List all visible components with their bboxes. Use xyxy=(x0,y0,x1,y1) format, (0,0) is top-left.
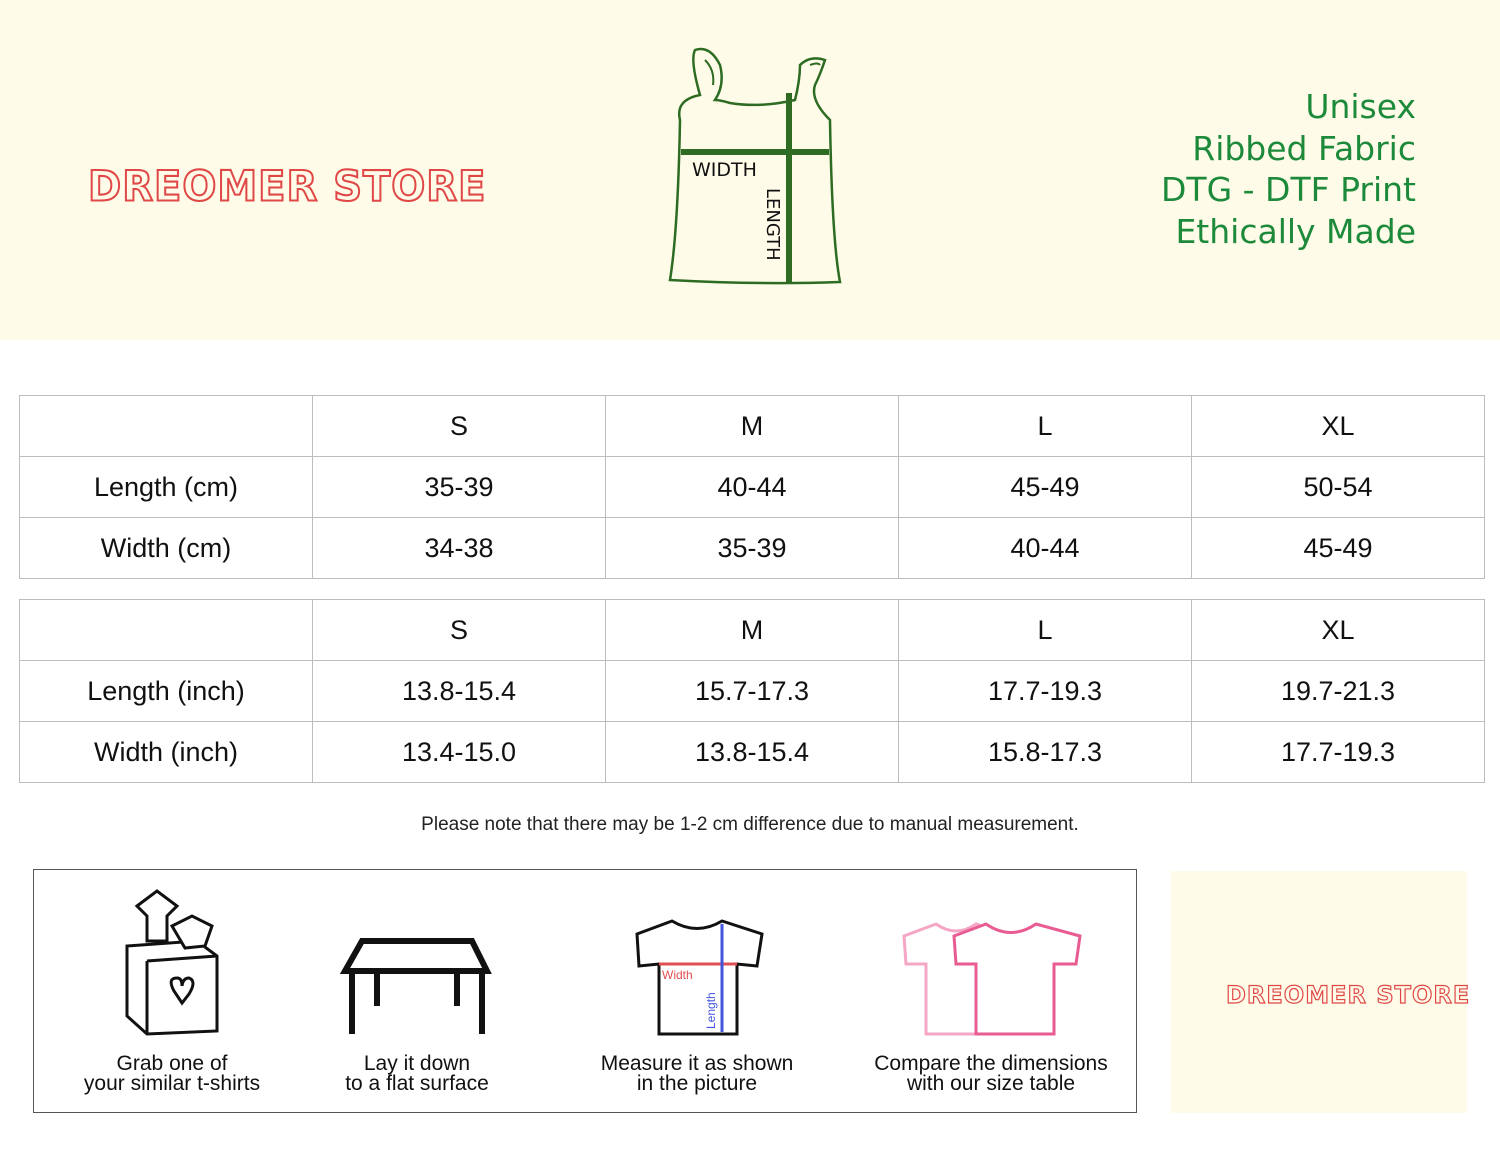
width-line xyxy=(681,149,829,155)
row-label: Length (cm) xyxy=(19,456,313,518)
brand-panel: DREOMER STORE xyxy=(1171,871,1471,1113)
header-cell: XL xyxy=(1191,599,1485,661)
header-cell: S xyxy=(312,599,606,661)
header-cell: L xyxy=(898,599,1192,661)
table-row: Length (inch) 13.8-15.4 15.7-17.3 17.7-1… xyxy=(19,660,1485,722)
header-cell xyxy=(19,599,313,661)
brand-logo-small: DREOMER STORE xyxy=(1225,980,1471,1009)
caption-line: your similar t-shirts xyxy=(83,1072,261,1095)
table-cell: 45-49 xyxy=(898,456,1192,518)
step-caption: Measure it as shown in the picture xyxy=(559,1052,835,1095)
step-lay: Lay it down to a flat surface xyxy=(279,870,555,1114)
table-row: Length (cm) 35-39 40-44 45-49 50-54 xyxy=(19,456,1485,518)
header-cell: XL xyxy=(1191,395,1485,457)
tank-top-diagram: WIDTH LENGTH xyxy=(668,47,842,285)
table-cell: 40-44 xyxy=(898,517,1192,579)
tagline-line: DTG - DTF Print xyxy=(1161,170,1416,209)
table-icon xyxy=(339,938,492,1034)
size-table-cm: S M L XL Length (cm) 35-39 40-44 45-49 5… xyxy=(19,395,1485,579)
header-cell: L xyxy=(898,395,1192,457)
table-cell: 35-39 xyxy=(605,517,899,579)
table-cell: 17.7-19.3 xyxy=(898,660,1192,722)
product-tagline: Unisex Ribbed Fabric DTG - DTF Print Eth… xyxy=(1161,86,1416,252)
tagline-line: Ribbed Fabric xyxy=(1192,128,1416,168)
caption-line: Compare the dimensions xyxy=(874,1052,1108,1075)
table-cell: 45-49 xyxy=(1191,517,1485,579)
step-measure: Width Length Measure it as shown in the p… xyxy=(559,870,835,1114)
table-cell: 50-54 xyxy=(1191,456,1485,518)
tagline-line: Unisex xyxy=(1305,87,1416,126)
table-cell: 19.7-21.3 xyxy=(1191,660,1485,722)
row-label: Length (inch) xyxy=(19,660,313,722)
table-row: Width (cm) 34-38 35-39 40-44 45-49 xyxy=(19,517,1485,579)
table-cell: 15.7-17.3 xyxy=(605,660,899,722)
header-cell: S xyxy=(312,395,606,457)
caption-line: Grab one of xyxy=(116,1052,228,1075)
table-cell: 35-39 xyxy=(312,456,606,518)
table-header-row: S M L XL xyxy=(19,599,1485,661)
table-cell: 13.4-15.0 xyxy=(312,721,606,783)
size-table-inch: S M L XL Length (inch) 13.8-15.4 15.7-17… xyxy=(19,599,1485,783)
width-label: Width xyxy=(662,968,693,982)
table-header-row: S M L XL xyxy=(19,395,1485,457)
width-label: WIDTH xyxy=(692,159,757,181)
measurement-note: Please note that there may be 1-2 cm dif… xyxy=(421,814,1079,835)
length-label: LENGTH xyxy=(762,188,783,261)
header-cell xyxy=(19,395,313,457)
header-cell: M xyxy=(605,395,899,457)
box-of-clothes-icon xyxy=(125,889,219,1036)
measuring-steps: Grab one of your similar t-shirts Lay it … xyxy=(33,869,1137,1113)
measured-tshirt-icon: Width Length xyxy=(635,919,764,1036)
row-label: Width (inch) xyxy=(19,721,313,783)
tagline-line: Ethically Made xyxy=(1175,211,1416,251)
caption-line: in the picture xyxy=(636,1072,758,1095)
length-label: Length xyxy=(704,992,718,1029)
table-cell: 17.7-19.3 xyxy=(1191,721,1485,783)
step-caption: Lay it down to a flat surface xyxy=(279,1052,555,1095)
row-label: Width (cm) xyxy=(19,517,313,579)
table-cell: 15.8-17.3 xyxy=(898,721,1192,783)
table-cell: 40-44 xyxy=(605,456,899,518)
table-row: Width (inch) 13.4-15.0 13.8-15.4 15.8-17… xyxy=(19,721,1485,783)
step-compare: Compare the dimensions with our size tabl… xyxy=(853,870,1129,1114)
length-line xyxy=(786,93,792,283)
caption-line: Lay it down xyxy=(363,1052,471,1075)
table-cell: 13.8-15.4 xyxy=(605,721,899,783)
caption-line: Measure it as shown xyxy=(600,1052,794,1075)
caption-line: with our size table xyxy=(906,1072,1076,1095)
table-cell: 13.8-15.4 xyxy=(312,660,606,722)
brand-logo: DREOMER STORE xyxy=(87,162,487,212)
header-cell: M xyxy=(605,599,899,661)
step-grab: Grab one of your similar t-shirts xyxy=(34,870,310,1114)
caption-line: to a flat surface xyxy=(345,1072,489,1095)
compare-tshirts-icon xyxy=(902,922,1082,1036)
step-caption: Compare the dimensions with our size tabl… xyxy=(853,1052,1129,1095)
step-caption: Grab one of your similar t-shirts xyxy=(34,1052,310,1095)
table-cell: 34-38 xyxy=(312,517,606,579)
